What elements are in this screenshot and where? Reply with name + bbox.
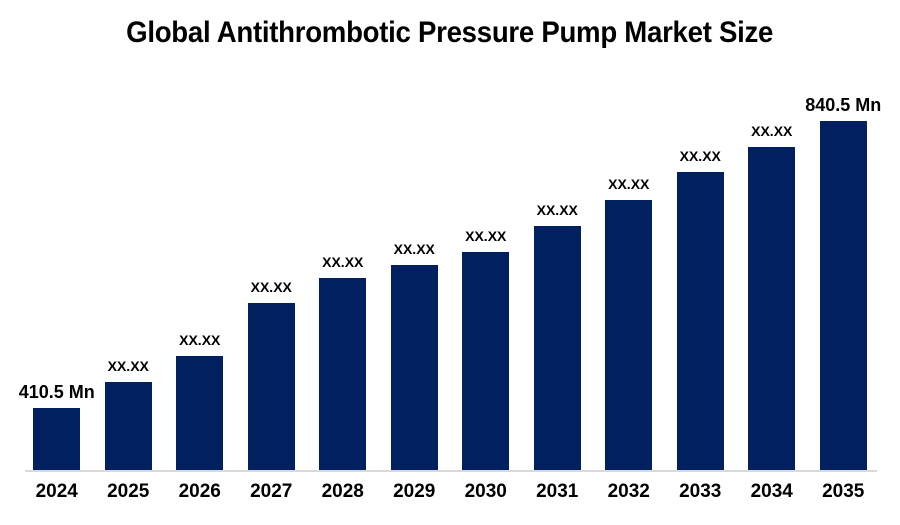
bar-column-2026: XX.XX	[164, 332, 236, 471]
bar-column-2032: XX.XX	[593, 176, 665, 471]
bar-2030	[462, 252, 510, 471]
bar-column-2035: 840.5 Mn	[805, 95, 882, 471]
bar-column-2030: XX.XX	[450, 228, 522, 471]
x-tick-label-2024: 2024	[35, 481, 78, 502]
x-tick-label-2032: 2032	[607, 481, 650, 502]
x-axis-labels: 2024 2025 2026 2027 2028 2029 2030 2031 2032 2033…	[21, 481, 879, 503]
bar-2024	[33, 408, 81, 471]
bar-2027	[247, 303, 295, 471]
bar-column-2034: XX.XX	[736, 123, 808, 471]
bar-2029	[390, 265, 438, 471]
x-tick-label-2031: 2031	[536, 481, 579, 502]
chart-title: Global Antithrombotic Pressure Pump Mark…	[0, 16, 900, 50]
bar-value-label-2026: XX.XX	[179, 332, 221, 348]
bar-column-2024: 410.5 Mn	[18, 382, 95, 471]
x-tick-label-2030: 2030	[464, 481, 507, 502]
x-tick-label-2025: 2025	[107, 481, 150, 502]
bar-value-label-2032: XX.XX	[608, 176, 650, 192]
bar-2033	[676, 172, 724, 471]
bar-value-label-2031: XX.XX	[536, 202, 578, 218]
bar-2034	[748, 147, 796, 471]
bar-2035	[819, 121, 867, 471]
bar-value-label-2025: XX.XX	[107, 358, 149, 374]
bar-2032	[605, 200, 653, 471]
x-tick-label-2027: 2027	[250, 481, 293, 502]
bar-column-2031: XX.XX	[522, 202, 594, 471]
bar-2026	[176, 356, 224, 471]
bar-column-2025: XX.XX	[93, 358, 165, 471]
x-tick-label-2035: 2035	[822, 481, 865, 502]
bar-value-label-2033: XX.XX	[679, 148, 721, 164]
x-axis-line	[25, 470, 877, 472]
bar-column-2033: XX.XX	[665, 148, 737, 471]
x-tick-label-2026: 2026	[178, 481, 221, 502]
bar-2025	[104, 382, 152, 471]
bar-value-label-2028: XX.XX	[322, 254, 364, 270]
plot-area: 410.5 Mn XX.XX XX.XX XX.XX XX.XX XX.XX XX.XX XX…	[18, 31, 882, 471]
bar-column-2029: XX.XX	[379, 241, 451, 471]
bar-column-2028: XX.XX	[307, 254, 379, 471]
bar-value-label-2029: XX.XX	[393, 241, 435, 257]
chart-title-text: Global Antithrombotic Pressure Pump Mark…	[126, 16, 774, 49]
bar-2031	[533, 226, 581, 471]
x-tick-label-2033: 2033	[679, 481, 722, 502]
bar-value-label-2030: XX.XX	[465, 228, 507, 244]
bar-value-label-2027: XX.XX	[250, 279, 292, 295]
bar-value-label-2034: XX.XX	[751, 123, 793, 139]
x-tick-label-2034: 2034	[750, 481, 793, 502]
x-tick-label-2029: 2029	[393, 481, 436, 502]
bar-column-2027: XX.XX	[236, 279, 308, 471]
bar-value-label-2035: 840.5 Mn	[805, 95, 882, 115]
bar-value-label-2024: 410.5 Mn	[18, 382, 95, 402]
bar-2028	[319, 278, 367, 471]
x-tick-label-2028: 2028	[321, 481, 364, 502]
